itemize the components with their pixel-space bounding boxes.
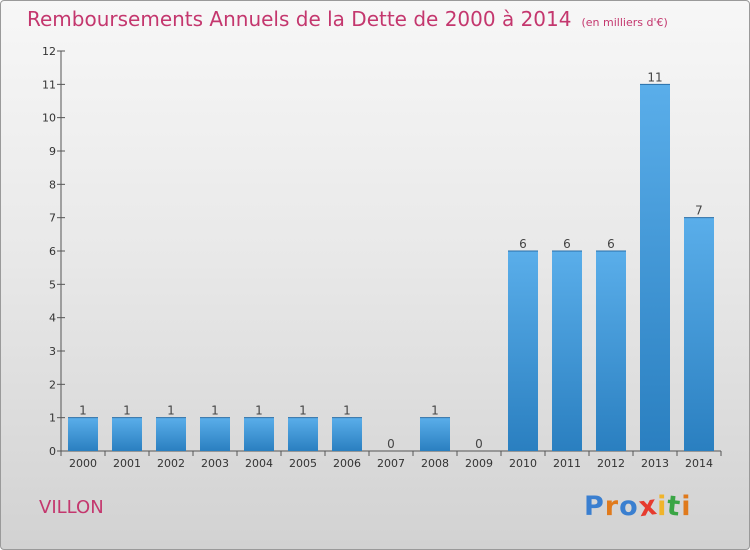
- y-tick-label: 3: [49, 345, 56, 358]
- x-tick-label: 2004: [245, 457, 273, 470]
- y-tick-label: 2: [49, 378, 56, 391]
- commune-name: VILLON: [39, 497, 104, 518]
- x-tick-label: 2011: [553, 457, 581, 470]
- logo-letter: o: [619, 491, 639, 522]
- bar-2010: [508, 251, 538, 451]
- data-label-2013: 11: [647, 70, 662, 84]
- bar-2014: [684, 217, 714, 451]
- x-tick-label: 2000: [69, 457, 97, 470]
- x-tick-label: 2013: [641, 457, 669, 470]
- data-label-2006: 1: [343, 404, 351, 418]
- y-tick-label: 11: [42, 78, 56, 91]
- y-tick-label: 9: [49, 145, 56, 158]
- chart-bars: [68, 83, 714, 451]
- data-label-2004: 1: [255, 404, 263, 418]
- logo-letter: i: [681, 491, 692, 522]
- bar-2011: [552, 251, 582, 451]
- data-label-2000: 1: [79, 404, 87, 418]
- data-label-2008: 1: [431, 404, 439, 418]
- x-tick-label: 2005: [289, 457, 317, 470]
- proxiti-logo: Proxiti: [584, 489, 692, 524]
- y-tick-label: 1: [49, 412, 56, 425]
- data-label-2001: 1: [123, 404, 131, 418]
- x-tick-label: 2002: [157, 457, 185, 470]
- bar-2002: [156, 417, 186, 451]
- chart-unit: (en milliers d'€): [581, 16, 668, 29]
- data-label-2002: 1: [167, 404, 175, 418]
- x-tick-label: 2008: [421, 457, 449, 470]
- chart-title: Remboursements Annuels de la Dette de 20…: [27, 7, 668, 31]
- bar-2005: [288, 417, 318, 451]
- bar-2013: [640, 84, 670, 451]
- y-tick-label: 0: [49, 445, 56, 458]
- logo-letter: P: [584, 491, 605, 522]
- bar-2001: [112, 417, 142, 451]
- x-tick-label: 2001: [113, 457, 141, 470]
- y-tick-label: 7: [49, 212, 56, 225]
- data-label-2011: 6: [563, 237, 571, 251]
- data-label-2003: 1: [211, 404, 219, 418]
- bar-2006: [332, 417, 362, 451]
- data-label-2012: 6: [607, 237, 615, 251]
- logo-letter: x: [636, 489, 660, 524]
- y-tick-label: 5: [49, 278, 56, 291]
- x-tick-label: 2003: [201, 457, 229, 470]
- x-tick-label: 2006: [333, 457, 361, 470]
- data-label-2014: 7: [695, 204, 703, 218]
- data-label-2007: 0: [387, 437, 395, 451]
- x-tick-label: 2012: [597, 457, 625, 470]
- y-tick-label: 12: [42, 45, 56, 58]
- bar-2004: [244, 417, 274, 451]
- x-tick-label: 2009: [465, 457, 493, 470]
- data-label-2010: 6: [519, 237, 527, 251]
- logo-letter: i: [657, 491, 668, 522]
- y-tick-label: 10: [42, 112, 56, 125]
- logo-letter: r: [604, 491, 620, 522]
- y-tick-label: 8: [49, 178, 56, 191]
- bar-2008: [420, 417, 450, 451]
- bar-2000: [68, 417, 98, 451]
- x-tick-label: 2014: [685, 457, 713, 470]
- bar-2012: [596, 251, 626, 451]
- x-tick-label: 2007: [377, 457, 405, 470]
- y-tick-label: 6: [49, 245, 56, 258]
- data-label-2009: 0: [475, 437, 483, 451]
- chart-title-text: Remboursements Annuels de la Dette de 20…: [27, 7, 572, 31]
- data-label-2005: 1: [299, 404, 307, 418]
- x-tick-label: 2010: [509, 457, 537, 470]
- y-tick-label: 4: [49, 312, 56, 325]
- bar-2003: [200, 417, 230, 451]
